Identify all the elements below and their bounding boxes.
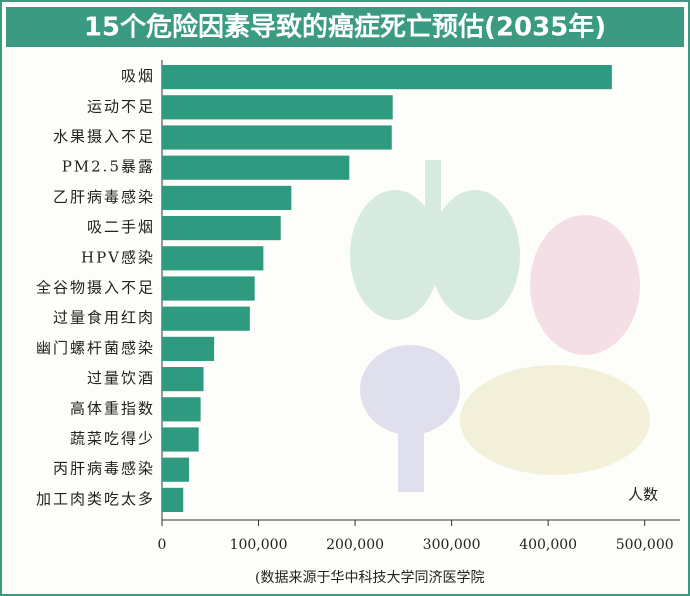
bar [162,367,204,392]
y-tick-label: HPV感染 [81,248,155,266]
lung-left [350,190,440,320]
y-tick-label: 乙肝病毒感染 [53,188,155,206]
bar [162,457,190,482]
x-tick-label: 200,000 [326,537,384,553]
source-note: (数据来源于华中科技大学同济医学院 [255,570,484,586]
y-tick-label: 全谷物摄入不足 [36,279,155,297]
decoration [350,160,650,492]
bar [162,125,392,150]
y-tick-label: 加工肉类吃太多 [36,490,155,508]
y-tick-label: 过量饮酒 [87,369,155,387]
bar [162,487,184,512]
stomach [530,215,640,355]
trachea [425,160,441,240]
y-tick-label: 幽门螺杆菌感染 [36,339,155,357]
x-tick-label: 300,000 [423,537,481,553]
y-tick-label: 水果摄入不足 [53,128,155,146]
bar [162,216,281,241]
y-tick-label: 过量食用红肉 [53,309,155,327]
x-tick-label: 400,000 [519,537,577,553]
y-tick-label: 蔬菜吃得少 [70,430,155,448]
bar [162,95,393,120]
uterus [360,345,460,435]
x-tick-label: 0 [158,537,167,553]
y-tick-label: 吸烟 [121,67,155,85]
liver [460,365,650,475]
title-bar [6,7,684,47]
y-tick-label: PM2.5暴露 [62,158,155,176]
bar [162,155,350,180]
y-tick-label: 运动不足 [87,97,155,115]
lung-right [430,190,520,320]
bar [162,185,292,210]
bar [162,306,250,331]
bar [162,427,199,452]
y-tick-label: 丙肝病毒感染 [53,460,155,478]
y-tick-label: 高体重指数 [70,399,155,417]
bar [162,336,215,361]
bar [162,246,264,271]
x-axis-label: 人数 [628,486,658,504]
x-tick-label: 500,000 [616,537,674,553]
x-tick-label: 100,000 [230,537,288,553]
bar [162,65,612,90]
y-tick-label: 吸二手烟 [87,218,155,236]
bar [162,276,255,301]
bar [162,397,201,422]
cervix [398,420,424,492]
chart-title: 15个危险因素导致的癌症死亡预估(2035年) [84,12,606,43]
